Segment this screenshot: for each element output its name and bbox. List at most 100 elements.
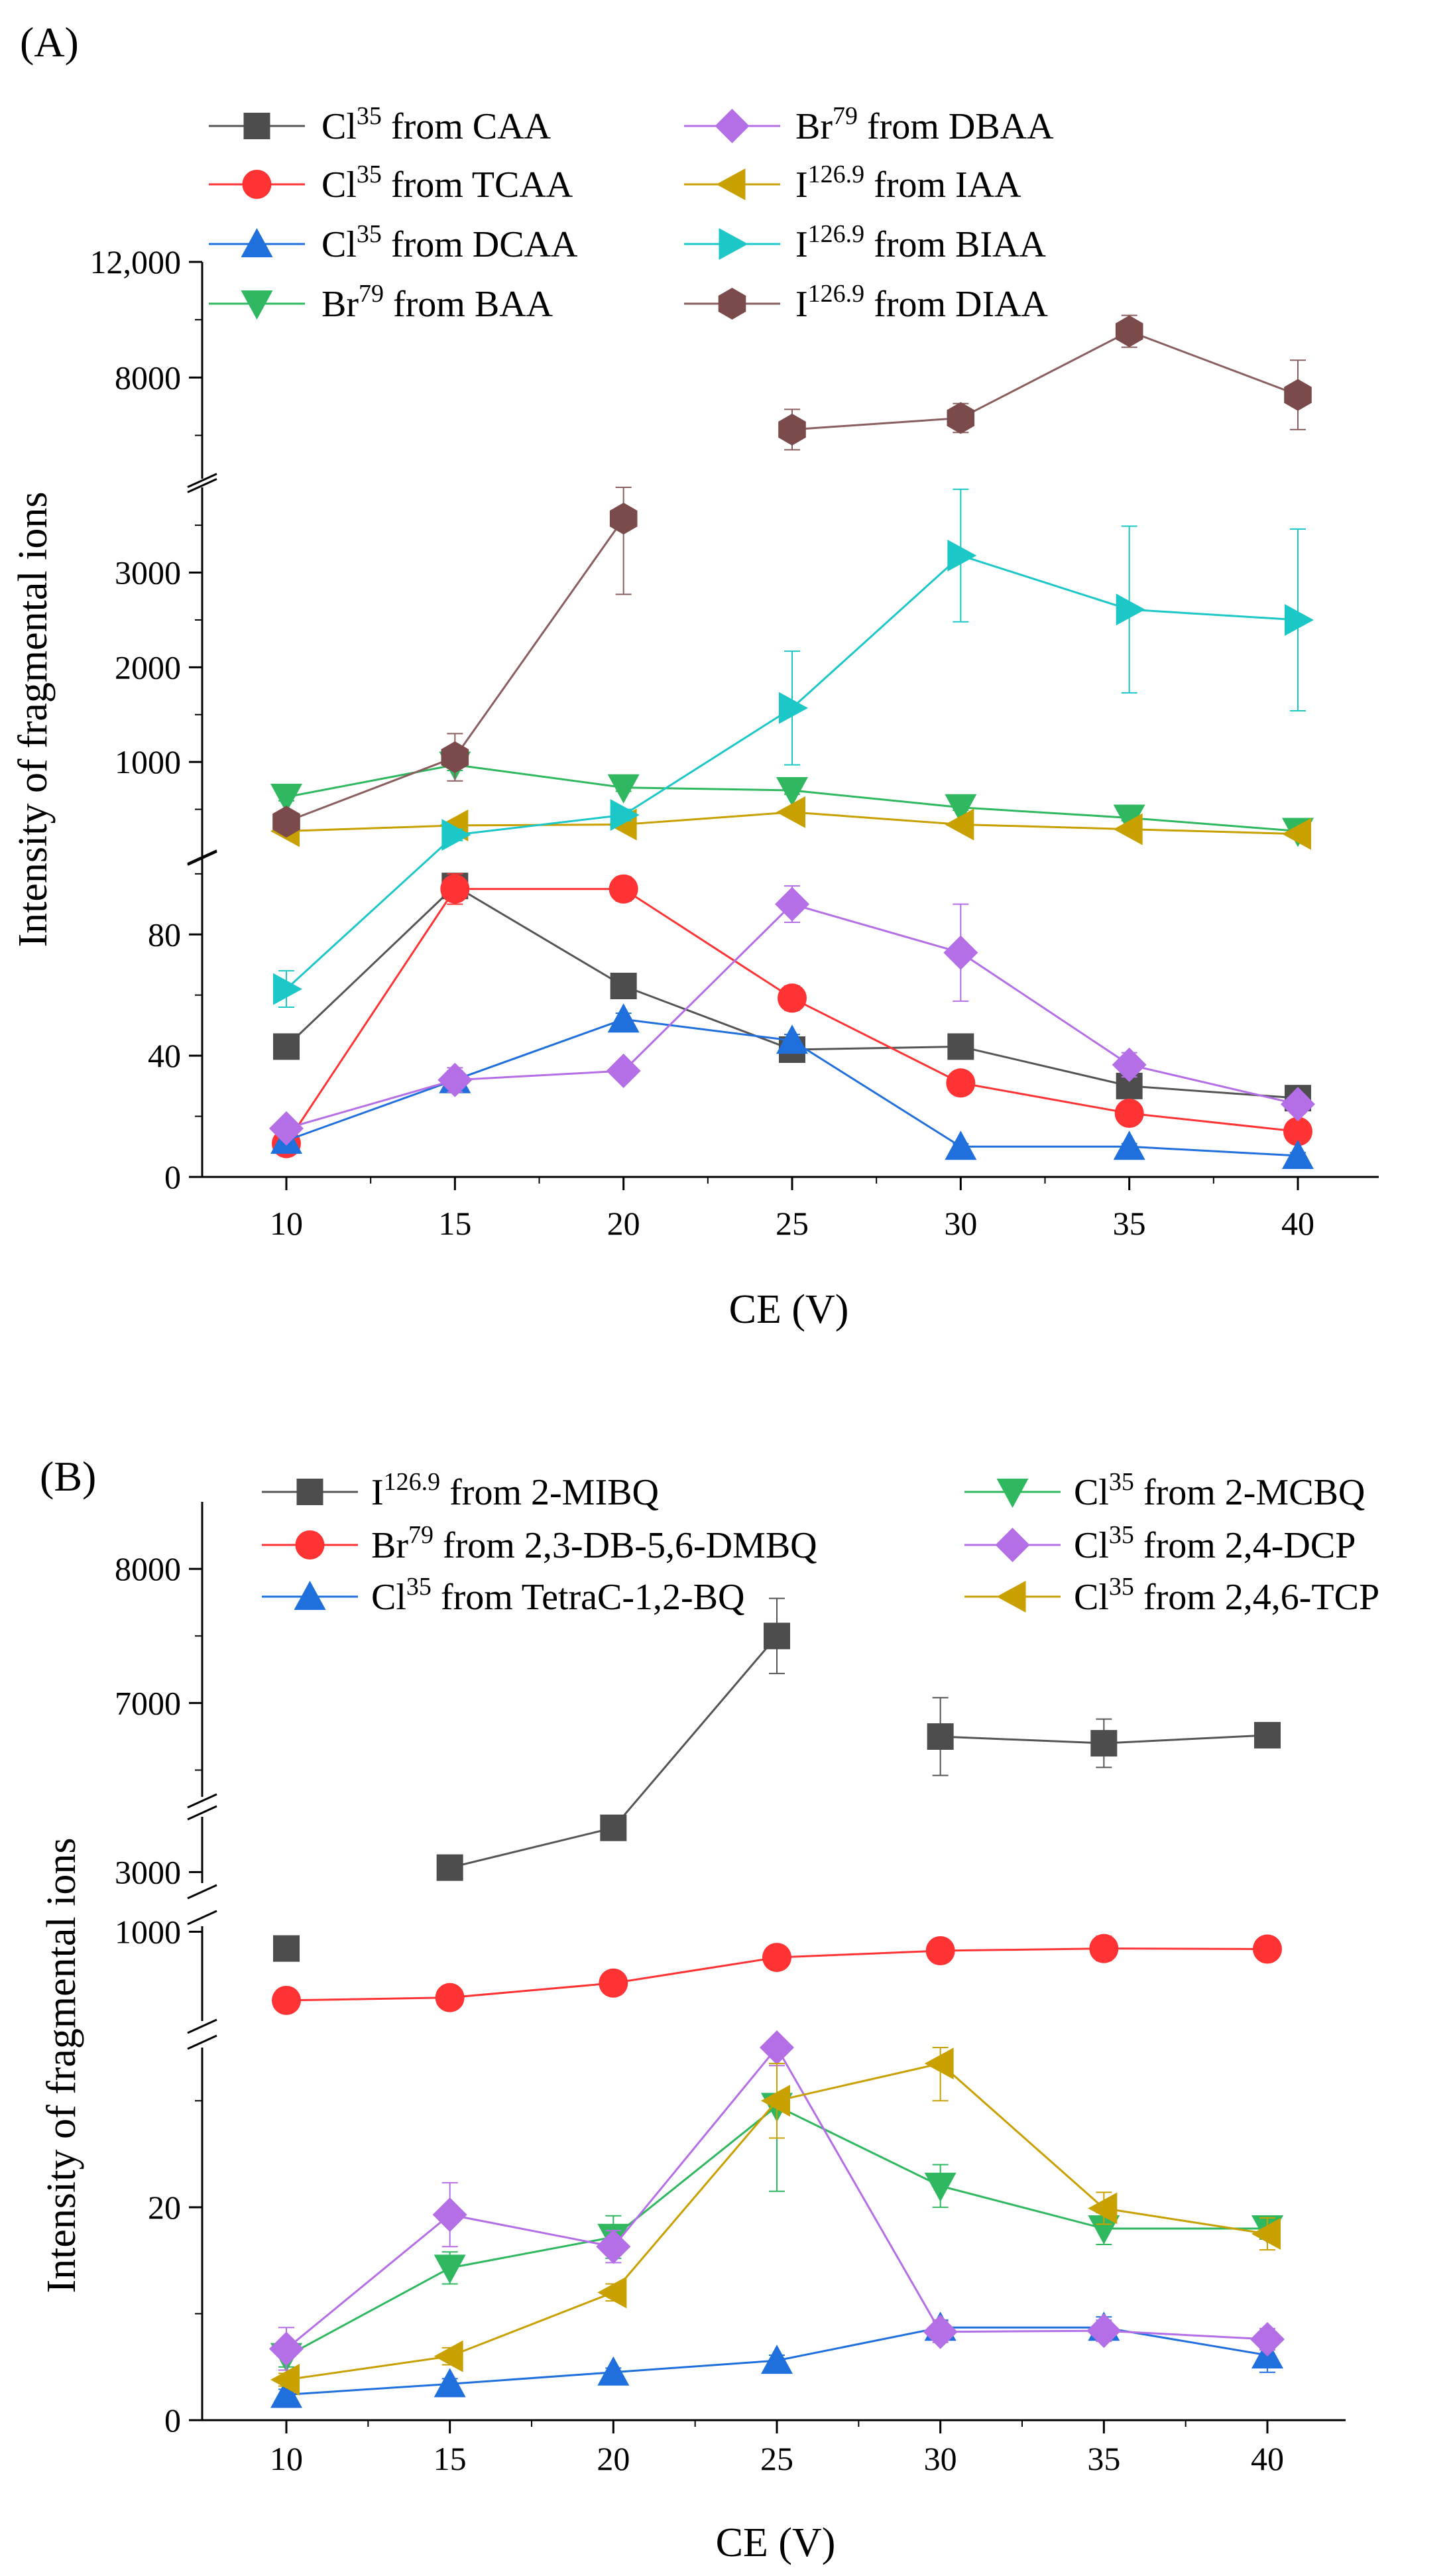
data-point (1113, 804, 1145, 834)
series-line-segment (939, 2062, 1105, 2209)
y-tick-label: 1000 (115, 743, 181, 780)
data-point (273, 1033, 300, 1060)
series-line-segment (791, 1045, 961, 1051)
series-line-segment (612, 2047, 778, 2248)
data-point (432, 2197, 467, 2233)
panel-a-y-axis-title: Intensity of fragmental ions (11, 492, 56, 948)
data-point (776, 777, 808, 807)
panel-b-axes: 10 15 20 25 30 35 40 0 20 1000 3000 7000 8000 (115, 1502, 1346, 2477)
data-point (440, 874, 470, 904)
data-point (761, 2085, 790, 2117)
y-tick-label: 0 (164, 1158, 181, 1196)
data-point (762, 1943, 791, 1973)
series-line-segment (455, 1070, 624, 1081)
data-point (270, 2378, 302, 2408)
series-line-segment (776, 2062, 941, 2102)
data-point (1116, 593, 1145, 626)
panel-a-axes: 10 15 20 25 30 35 40 0 40 80 1000 2000 3000 8000 12,00… (90, 243, 1379, 1242)
y-tick-label: 0 (164, 2402, 181, 2439)
data-point (1285, 603, 1314, 636)
series-line-segment (791, 903, 961, 954)
data-point (434, 2368, 466, 2398)
x-tick-label: 40 (1251, 2440, 1284, 2477)
series-line-segment (940, 2185, 1104, 2230)
data-point (1284, 379, 1312, 411)
legend-item-DBAA: Br79 from DBAA (684, 102, 1054, 147)
series-line-segment (791, 789, 961, 809)
series-line-segment (776, 2047, 941, 2333)
legend-label: Cl35 from DCAA (321, 220, 578, 265)
series-DBAA (269, 885, 1315, 1146)
legend-label: Br79 from BAA (321, 280, 553, 325)
series-line-segment (286, 1079, 455, 1130)
legend-marker (996, 1581, 1026, 1613)
series-line-segment (791, 997, 962, 1084)
legend-marker (243, 113, 270, 139)
data-point (273, 1935, 300, 1962)
panel-a-series (269, 314, 1315, 1169)
data-point (270, 2363, 300, 2396)
data-point (435, 1983, 465, 2012)
series-line-segment (622, 707, 793, 816)
legend-marker (715, 109, 750, 143)
series-line-segment (1129, 1145, 1299, 1157)
series-2,4,6-TCP (270, 2047, 1281, 2396)
data-point (945, 808, 974, 841)
series-line-segment (791, 416, 961, 431)
data-point (775, 887, 809, 922)
legend-item-TetraC-1,2-BQ: Cl35 from TetraC-1,2-BQ (262, 1573, 744, 1618)
data-point (436, 1854, 463, 1881)
data-point (273, 973, 302, 1005)
series-line-segment (286, 756, 455, 823)
series-line-segment (285, 885, 456, 1048)
x-tick-label: 35 (1113, 1205, 1146, 1242)
data-point (778, 983, 807, 1013)
y-tick-label: 2000 (115, 648, 181, 686)
x-tick-label: 30 (924, 2440, 957, 2477)
series-line-segment (1104, 2329, 1268, 2341)
legend-item-DCAA: Cl35 from DCAA (209, 220, 578, 265)
y-tick-label: 1000 (115, 1913, 181, 1950)
data-point (269, 1111, 304, 1146)
series-line-segment (286, 2267, 451, 2357)
data-point (945, 1131, 977, 1160)
legend-marker (996, 1479, 1029, 1508)
series-line-segment (285, 834, 456, 990)
legend-label: Cl35 from TetraC-1,2-BQ (371, 1573, 744, 1618)
series-line-segment (960, 1045, 1130, 1087)
series-line-segment (613, 2359, 778, 2374)
series-line-segment (960, 951, 1130, 1066)
axis-break-mark (187, 1884, 217, 1900)
series-line-segment (776, 2326, 941, 2362)
series-line-segment (286, 1996, 450, 2002)
x-tick-label: 25 (776, 1205, 809, 1242)
data-point (1282, 818, 1311, 850)
legend-marker (241, 228, 273, 257)
x-tick-label: 15 (434, 2440, 467, 2477)
series-line-segment (622, 888, 793, 999)
series-line-segment (791, 811, 961, 826)
series-line-segment (449, 2213, 614, 2248)
data-point (776, 1024, 808, 1054)
series-line-segment (623, 786, 793, 792)
legend-marker (241, 290, 273, 320)
series-2-MIBQ (273, 1597, 1281, 1962)
legend-item-IAA: I126.9 from IAA (684, 160, 1021, 206)
legend-label: Cl35 from CAA (321, 102, 551, 147)
x-tick-label: 15 (438, 1205, 471, 1242)
series-line-segment (623, 1018, 793, 1042)
legend-marker (719, 228, 748, 260)
y-tick-label: 8000 (115, 1550, 181, 1587)
data-point (609, 503, 638, 535)
series-line-segment (940, 2329, 1104, 2333)
series-line-segment (960, 806, 1130, 819)
data-point (272, 806, 300, 838)
x-tick-label: 35 (1087, 2440, 1120, 2477)
series-line-segment (449, 1982, 614, 1999)
series-line-segment (449, 1827, 614, 1869)
series-line-segment (791, 554, 962, 709)
legend-item-2,4-DCP: Cl35 from 2,4-DCP (964, 1521, 1356, 1566)
legend-label: I126.9 from BIAA (795, 220, 1046, 265)
x-tick-label: 20 (607, 1205, 640, 1242)
series-line-segment (1129, 608, 1299, 621)
